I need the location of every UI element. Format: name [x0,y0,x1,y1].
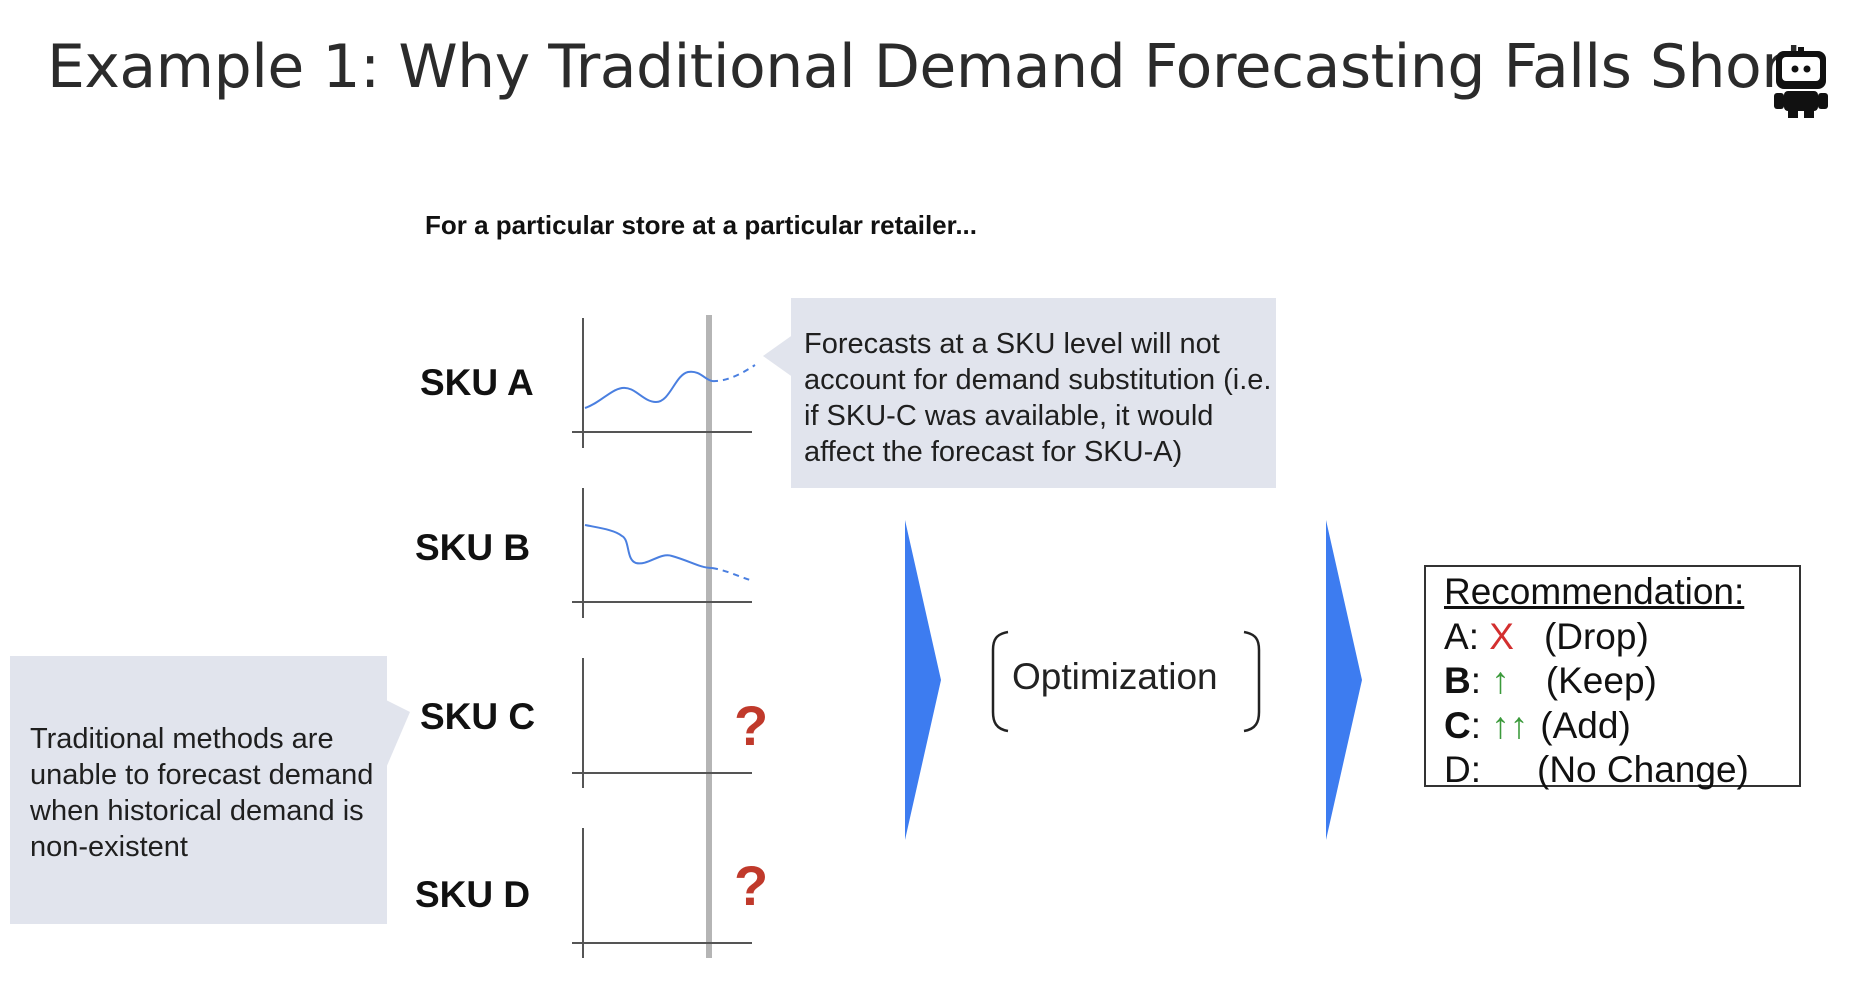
callout-demand-substitution: Forecasts at a SKU level will not accoun… [791,298,1276,488]
rec-action: (Drop) [1543,615,1649,657]
sku-b-chart [572,488,752,618]
sku-b-history-line [584,524,713,569]
sku-a-history-line [584,370,713,409]
rec-key: D [1444,749,1471,790]
sku-c-label: SKU C [420,696,536,737]
rec-sep: : [1470,749,1482,790]
callout-a-pointer [763,334,794,378]
drop-x-icon: X [1489,615,1514,657]
sku-b-label: SKU B [415,527,531,568]
sku-a-label: SKU A [420,362,534,403]
rec-sep: : [1468,615,1479,657]
rec-action: (Keep) [1545,660,1657,701]
rec-action: (Add) [1540,704,1631,746]
rec-sep: : [1470,704,1482,746]
up-arrow-icon: ↑ [1491,660,1510,701]
recommendation-row-c: C: ↑↑ (Add) [1444,704,1799,749]
rec-key: C [1444,704,1471,746]
double-up-arrow-icon: ↑↑ [1491,704,1529,746]
callout-c-pointer [386,700,410,768]
optimization-right-bracket [1243,630,1261,733]
sku-a-chart [572,318,752,448]
recommendation-row-d: D: (No Change) [1444,748,1799,793]
sku-d-label: SKU D [415,874,531,915]
recommendation-box: Recommendation: A: X (Drop) B: ↑ (Keep) C:… [1424,565,1801,790]
callout-no-history: Traditional methods are unable to foreca… [10,656,387,924]
recommendation-row-a: A: X (Drop) [1444,615,1799,660]
recommendation-row-b: B: ↑ (Keep) [1444,659,1799,704]
optimization-left-bracket [991,630,1009,733]
page-title: Example 1: Why Traditional Demand Foreca… [47,32,1809,102]
flow-arrow-2 [1326,520,1362,840]
sku-d-unknown-mark: ? [734,854,769,917]
sku-a-forecast-line [711,364,756,383]
rec-key: A [1444,615,1469,657]
rec-key: B [1444,660,1471,701]
recommendation-title: Recommendation: [1444,571,1745,612]
sku-b-forecast-line [711,567,751,581]
context-subtitle: For a particular store at a particular r… [425,210,977,240]
flow-arrow-1 [905,520,941,840]
rec-sep: : [1470,660,1482,701]
sku-c-chart [572,658,752,788]
robot-icon [1774,47,1828,118]
optimization-label: Optimization [1012,656,1218,697]
rec-action: (No Change) [1537,749,1749,790]
sku-c-unknown-mark: ? [734,694,769,757]
sku-d-chart [572,828,752,958]
